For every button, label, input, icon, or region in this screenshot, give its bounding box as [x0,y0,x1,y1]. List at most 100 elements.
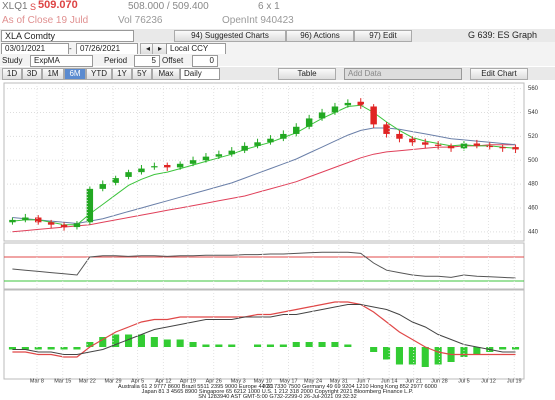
bid-ask: 508.000 / 509.400 [128,1,209,12]
candle-body [383,124,390,134]
candle-body [254,142,261,146]
x-tick-label: Mar 22 [79,378,96,384]
ticker: XLQ1 [2,1,28,12]
histogram-bar [34,347,42,350]
candle-body [447,145,455,149]
candle-body [409,138,416,143]
histogram-bar [266,344,274,347]
histogram-bar [137,334,145,347]
histogram-bar [318,342,326,347]
menu-button[interactable]: 97) Edit [354,30,412,42]
candle-body [202,156,210,161]
last-price: 509.070 [38,0,78,11]
edit-chart-button[interactable]: Edit Chart [470,68,528,80]
table-button[interactable]: Table [278,68,336,80]
panel-frame [3,82,525,242]
x-tick-label: Jun 7 [357,378,370,384]
candle-body [125,172,132,177]
histogram-bar [112,334,120,347]
x-tick-label: May 17 [279,378,297,384]
open-interest: OpenInt 940423 [222,15,294,26]
histogram-bar [408,347,416,365]
x-tick-label: May 24 [304,378,322,384]
menu-button[interactable]: 96) Actions [286,30,354,42]
y-tick-label: 440 [528,229,539,235]
candle-body [60,224,68,228]
candle-body [151,166,158,168]
candle-body [396,133,403,139]
x-year-label: 2021 [262,384,273,390]
y-tick-label: 540 [528,110,539,116]
candle-body [293,126,300,134]
histogram-bar [383,347,391,360]
x-tick-label: May 31 [330,378,348,384]
histogram-bar [176,339,184,347]
range-button[interactable]: 5Y [132,68,152,80]
x-tick-label: Mar 29 [105,378,122,384]
candle-body [112,178,119,183]
candle-body [499,147,506,149]
period-input[interactable]: 5 [134,55,160,67]
candle-body [35,217,42,223]
histogram-bar [473,347,481,355]
candle-body [331,106,339,113]
study-select[interactable]: ExpMA [30,55,93,67]
footer-line: Japan 81 3 4565 8900 Singapore 65 6212 1… [141,389,414,395]
range-button[interactable]: 1D [2,68,22,80]
candle-body [486,145,493,148]
moving-average-line [12,144,516,233]
range-button[interactable]: Max [152,68,180,80]
trade-size: 6 x 1 [258,1,280,12]
offset-input[interactable]: 0 [192,55,218,67]
histogram-bar [47,347,55,350]
candle-body [434,144,442,146]
x-tick-label: Jul 12 [481,378,496,384]
footer-line: SN 1283940 AST GMT-5:00 G732-2299-0 26-J… [198,394,357,400]
security-field[interactable]: XLA Comdty [1,30,134,42]
range-button[interactable]: YTD [86,68,112,80]
add-data-field[interactable]: Add Data [344,68,462,80]
menu-button[interactable]: 94) Suggested Charts [174,30,286,42]
frequency-select[interactable]: Daily [180,68,220,80]
candle-body [473,143,481,146]
candle-body [73,223,81,228]
histogram-bar [279,344,287,347]
histogram-bar [99,337,107,347]
candle-body [280,133,287,139]
candle-body [318,112,326,119]
histogram-bar [60,347,68,350]
histogram-bar [512,347,520,350]
y-tick-label: 480 [528,182,539,188]
x-tick-label: Mar 8 [30,378,44,384]
histogram-bar [228,344,236,347]
range-button-active[interactable]: 6M [64,68,86,80]
y-tick-label: 500 [528,158,539,164]
candle-body [9,219,16,223]
histogram-bar [370,347,378,352]
histogram-bar [189,342,197,347]
x-tick-label: May 10 [254,378,272,384]
candle-body [241,145,248,151]
range-button[interactable]: 1M [42,68,64,80]
candle-body [138,168,145,173]
candle-body [460,143,468,149]
panel-frame [3,289,525,380]
x-tick-label: Jul 5 [458,378,470,384]
x-tick-label: May 3 [231,378,246,384]
date-dash: - [69,44,72,53]
candle-body [189,160,197,164]
histogram-bar [73,347,81,350]
x-tick-label: Jun 21 [405,378,422,384]
range-button[interactable]: 3D [22,68,42,80]
macd-line [12,301,516,358]
panel-frame [3,242,525,290]
x-tick-label: Apr 5 [131,378,144,384]
histogram-bar [163,339,171,347]
histogram-bar [202,344,210,347]
histogram-bar [125,334,133,347]
signal-line [12,304,516,355]
range-button[interactable]: 1Y [112,68,132,80]
histogram-bar [395,347,403,365]
price-prefix: S [30,2,37,12]
